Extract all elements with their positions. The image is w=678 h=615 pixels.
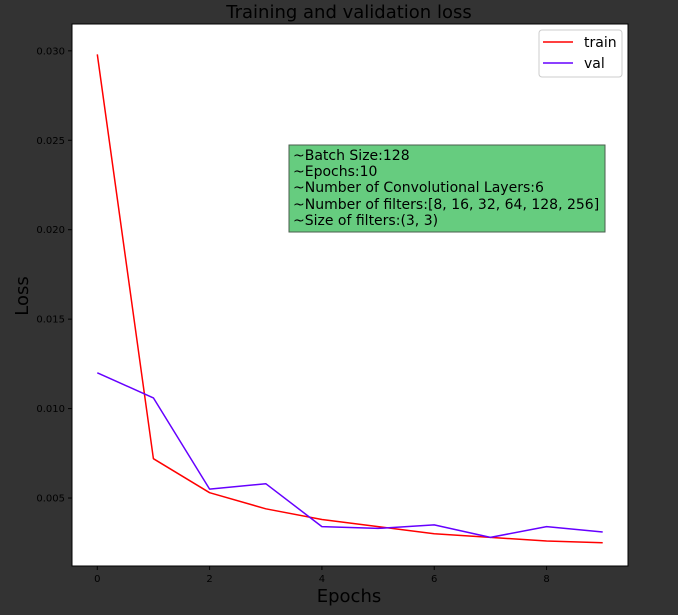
series-line-train	[96, 54, 603, 544]
y-axis-ticks: 0.005 0.010 0.015 0.020 0.025 0.030	[36, 46, 72, 505]
x-tick-label: 0	[94, 574, 100, 585]
annotation-line-epochs: ~Epochs:10	[293, 164, 377, 180]
y-tick-label: 0.010	[36, 404, 65, 415]
x-axis-label: Epochs	[317, 586, 382, 607]
y-tick-label: 0.020	[36, 225, 65, 236]
legend: train val	[538, 29, 623, 78]
x-tick-label: 6	[431, 574, 437, 585]
series-lines	[96, 54, 603, 544]
x-axis-ticks: 0 2 4 6 8	[94, 566, 550, 585]
annotation-line-filter-size: ~Size of filters:(3, 3)	[293, 213, 438, 229]
legend-train-label: train	[584, 35, 617, 51]
annotation-line-conv-layers: ~Number of Convolutional Layers:6	[293, 180, 544, 196]
plot-area	[72, 24, 628, 566]
y-tick-label: 0.015	[36, 315, 65, 326]
annotation-box	[288, 144, 606, 233]
x-tick-label: 2	[206, 574, 212, 585]
x-tick-label: 4	[319, 574, 325, 585]
x-tick-label: 8	[543, 574, 549, 585]
hyperparameter-annotation: ~Batch Size:128 ~Epochs:10 ~Number of Co…	[288, 144, 606, 233]
y-tick-label: 0.005	[36, 494, 65, 505]
plot-frame	[71, 23, 629, 567]
y-tick-label: 0.025	[36, 136, 65, 147]
annotation-line-batch-size: ~Batch Size:128	[293, 148, 410, 164]
y-tick-label: 0.030	[36, 46, 65, 57]
y-axis-label: Loss	[12, 276, 33, 315]
series-line-val	[96, 372, 603, 539]
chart-title: Training and validation loss	[225, 2, 471, 23]
legend-val-label: val	[584, 56, 605, 72]
annotation-line-filters: ~Number of filters:[8, 16, 32, 64, 128, …	[293, 197, 599, 213]
